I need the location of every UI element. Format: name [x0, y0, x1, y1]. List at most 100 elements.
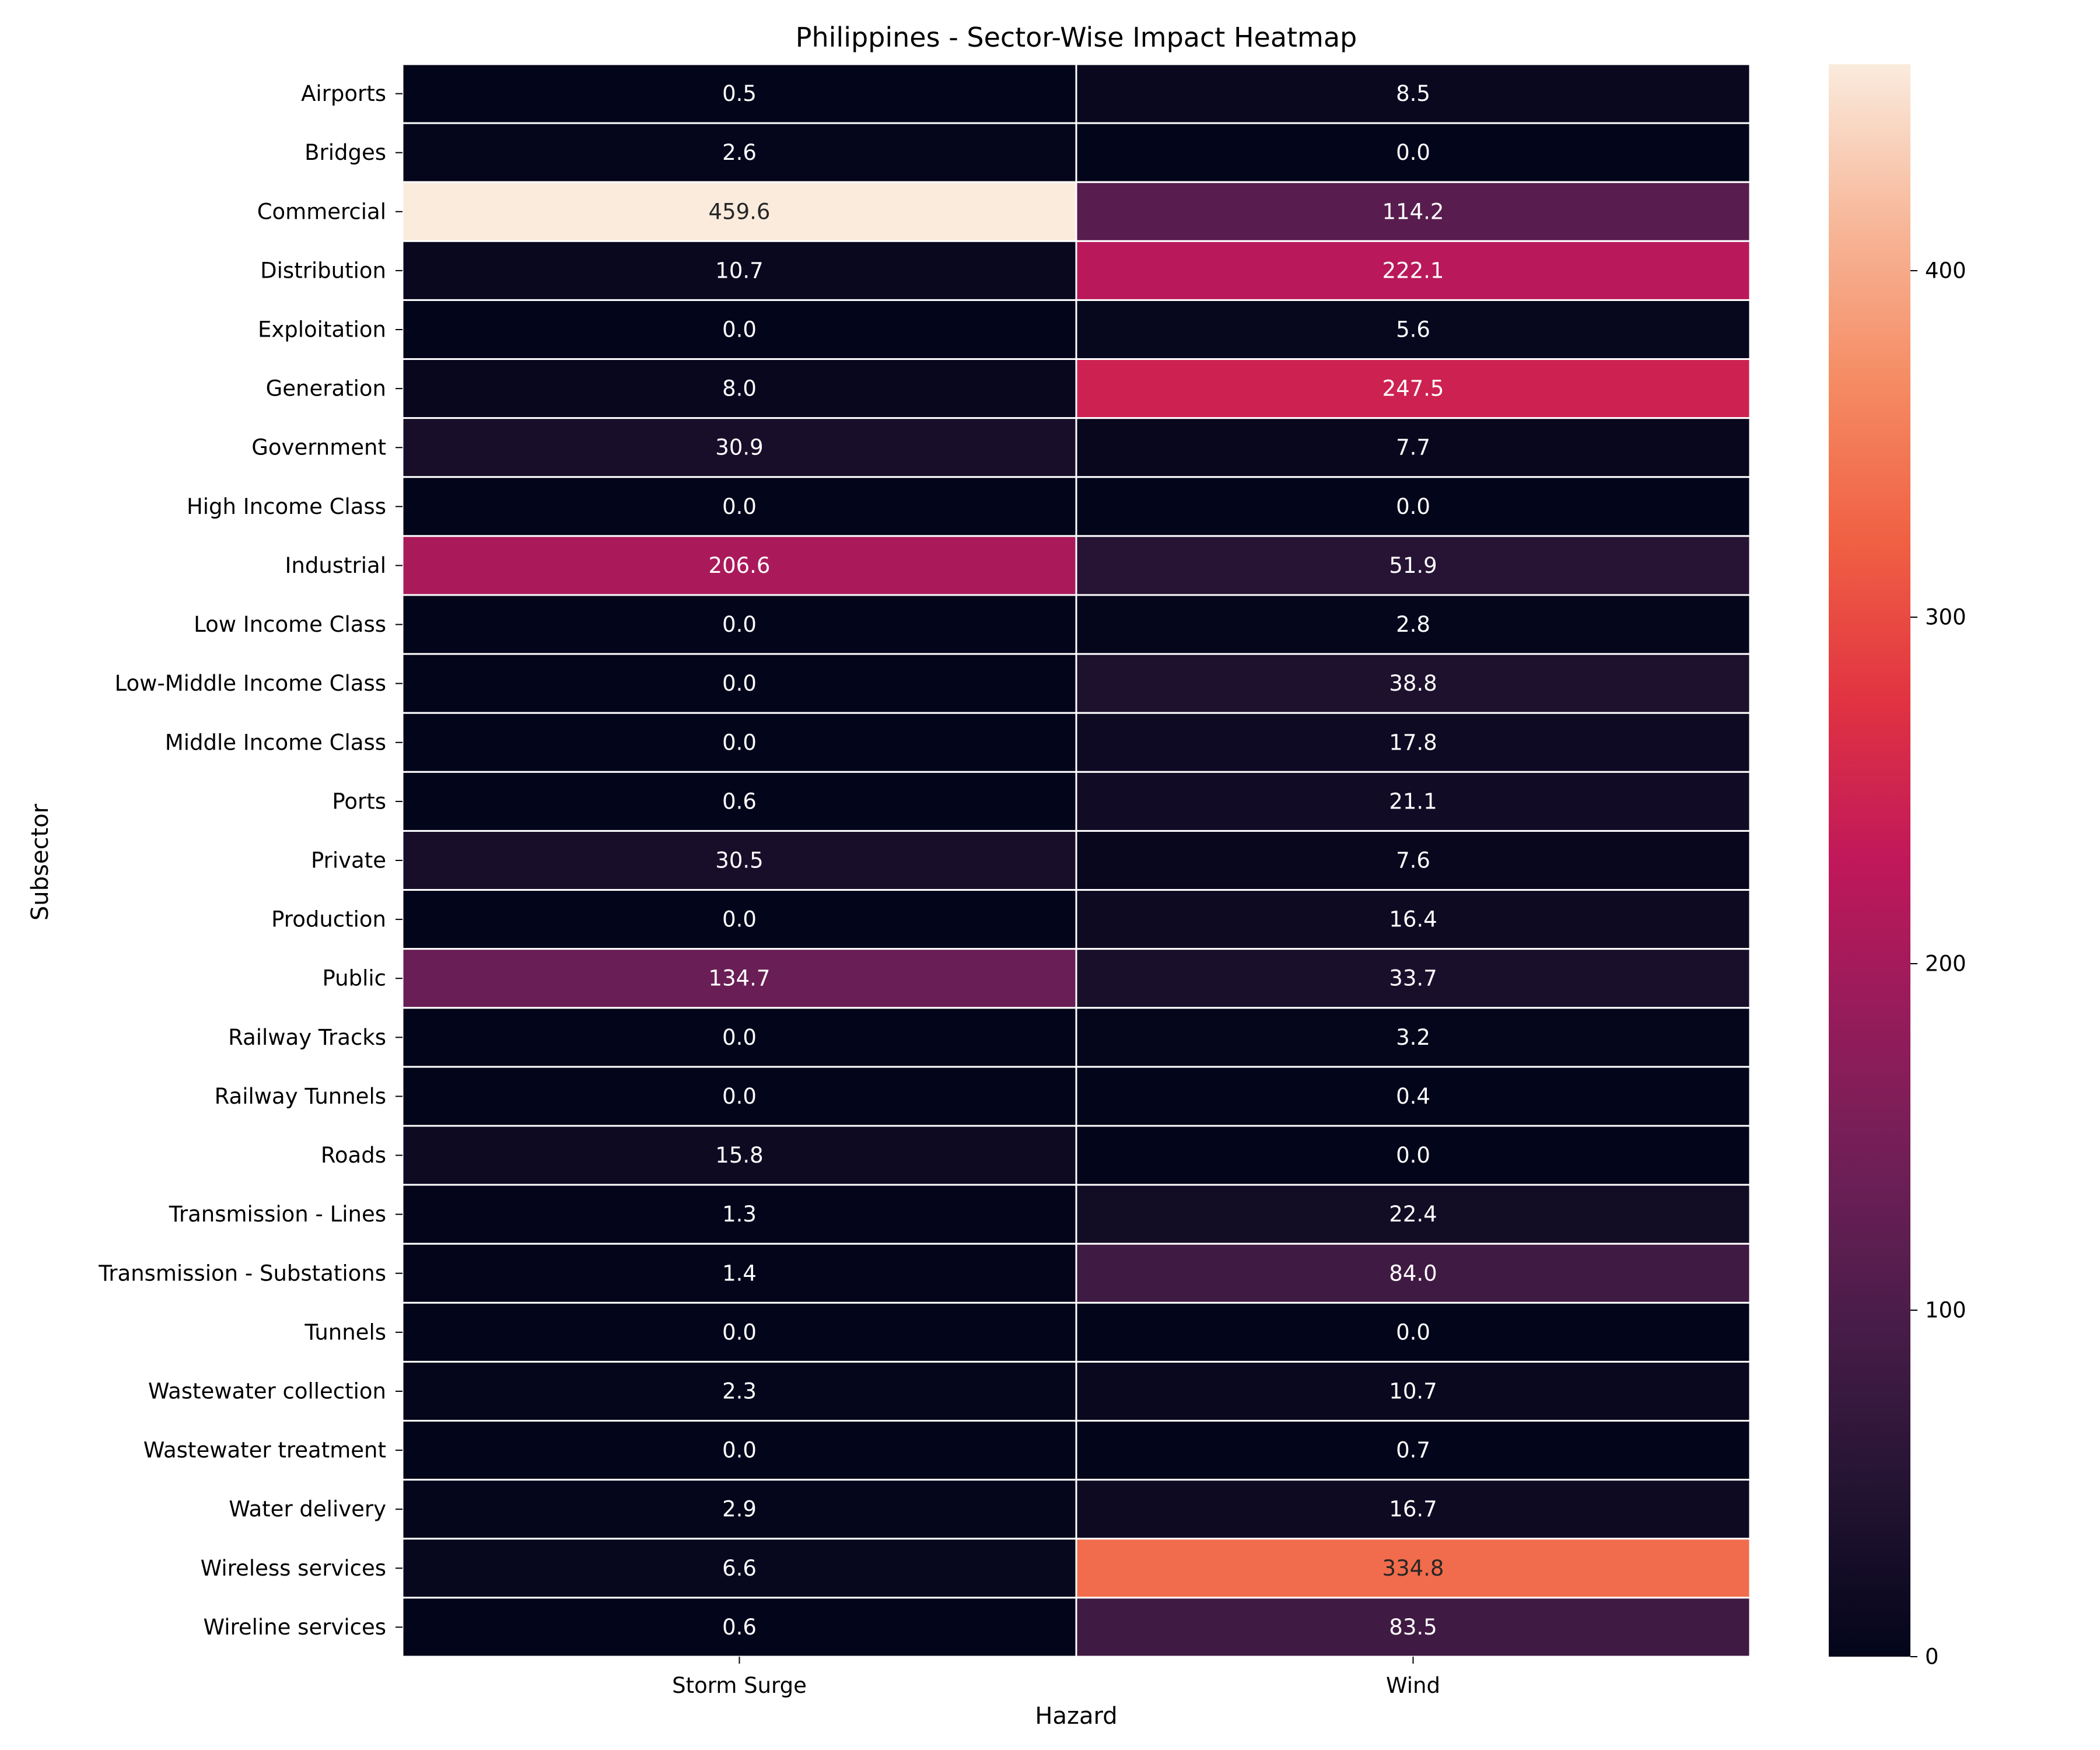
cell-value-label: 206.6	[709, 553, 771, 578]
cell-value-label: 30.5	[715, 848, 763, 873]
cell-value-label: 0.7	[1396, 1438, 1430, 1463]
colorbar-tick-label: 100	[1925, 1298, 1966, 1323]
cell-value-label: 0.6	[722, 789, 757, 814]
cell-value-label: 30.9	[715, 435, 763, 460]
cell-value-label: 51.9	[1389, 553, 1437, 578]
cell-value-label: 3.2	[1396, 1025, 1430, 1050]
cell-value-label: 114.2	[1382, 199, 1444, 224]
cell-value-label: 7.6	[1396, 848, 1430, 873]
heatmap-cells	[401, 63, 1751, 1658]
colorbar-tick-label: 0	[1925, 1644, 1939, 1670]
heatmap-cell-generation-wind	[1075, 358, 1751, 419]
cell-value-label: 7.7	[1396, 435, 1430, 460]
y-axis-ticks: Airports Bridges Commercial Distribution Exp…	[98, 81, 402, 1640]
x-tick-label: Wind	[1386, 1673, 1440, 1698]
heatmap-cell-ports-storm-surge	[401, 771, 1077, 832]
heatmap-cell-production-wind	[1075, 889, 1751, 950]
heatmap-cell-middle-income-class-wind	[1075, 712, 1751, 773]
heatmap-cell-production-storm-surge	[401, 889, 1077, 950]
heatmap-cell-private-wind	[1075, 830, 1751, 891]
cell-value-label: 0.6	[722, 1615, 757, 1640]
heatmap-cell-railway-tunnels-wind	[1075, 1066, 1751, 1127]
y-tick-label: Low Income Class	[194, 612, 386, 637]
heatmap-cell-private-storm-surge	[401, 830, 1077, 891]
heatmap-cell-tunnels-wind	[1075, 1301, 1751, 1363]
cell-value-label: 16.4	[1389, 907, 1437, 932]
heatmap-cell-low-income-class-wind	[1075, 594, 1751, 655]
cell-value-label: 84.0	[1389, 1261, 1437, 1286]
x-tick-label: Storm Surge	[672, 1673, 807, 1698]
cell-value-label: 33.7	[1389, 966, 1437, 991]
cell-value-label: 1.4	[722, 1261, 757, 1286]
heatmap-cell-airports-wind	[1075, 63, 1751, 124]
cell-value-label: 8.0	[722, 376, 757, 401]
cell-value-label: 1.3	[722, 1202, 757, 1227]
heatmap-cell-bridges-wind	[1075, 122, 1751, 183]
y-tick-label: Generation	[266, 376, 386, 401]
cell-value-label: 0.0	[722, 612, 757, 637]
heatmap-cell-ports-wind	[1075, 771, 1751, 832]
heatmap-cell-wireless-services-wind	[1075, 1538, 1751, 1599]
cell-value-label: 0.5	[722, 81, 757, 106]
cell-value-label: 0.0	[722, 730, 757, 755]
heatmap-cell-wastewater-treatment-wind	[1075, 1420, 1751, 1481]
y-axis-label: Subsector	[27, 803, 54, 921]
cell-value-label: 459.6	[709, 199, 771, 224]
y-tick-label: Government	[251, 435, 386, 460]
heatmap-cell-exploitation-wind	[1075, 299, 1751, 360]
y-tick-label: Wireline services	[203, 1615, 386, 1640]
colorbar-ticks: 0 100 200 300 400	[1910, 258, 1966, 1670]
cell-value-label: 2.9	[722, 1497, 757, 1522]
x-axis-label: Hazard	[1035, 1703, 1117, 1730]
cell-value-label: 8.5	[1396, 81, 1430, 106]
cell-value-label: 5.6	[1396, 317, 1430, 342]
y-tick-label: Bridges	[304, 140, 386, 165]
cell-value-label: 10.7	[1389, 1379, 1437, 1404]
heatmap-cell-bridges-storm-surge	[401, 122, 1077, 183]
cell-value-label: 0.0	[1396, 1320, 1430, 1345]
cell-value-label: 0.0	[722, 1320, 757, 1345]
heatmap-cell-high-income-class-wind	[1075, 476, 1751, 537]
y-tick-label: Production	[271, 907, 386, 932]
y-tick-label: Distribution	[260, 258, 386, 283]
heatmap-cell-government-wind	[1075, 417, 1751, 478]
heatmap-cell-low-income-class-storm-surge	[401, 594, 1077, 655]
cell-value-label: 83.5	[1389, 1615, 1437, 1640]
y-tick-label: Transmission - Substations	[98, 1261, 386, 1286]
cell-value-label: 0.0	[722, 317, 757, 342]
y-tick-label: Public	[322, 966, 386, 991]
y-tick-label: Middle Income Class	[165, 730, 386, 755]
y-tick-label: Wireless services	[201, 1556, 386, 1581]
y-tick-label: Railway Tracks	[228, 1025, 386, 1050]
cell-value-label: 0.0	[722, 494, 757, 519]
y-tick-label: Industrial	[285, 553, 386, 578]
cell-value-label: 247.5	[1382, 376, 1444, 401]
cell-value-label: 0.0	[722, 1084, 757, 1109]
heatmap-cell-industrial-wind	[1075, 535, 1751, 596]
heatmap-cell-wireline-services-wind	[1075, 1597, 1751, 1658]
heatmap-cell-wireless-services-storm-surge	[401, 1538, 1077, 1599]
heatmap-cell-low-middle-income-class-wind	[1075, 653, 1751, 714]
y-tick-label: High Income Class	[187, 494, 386, 519]
cell-value-label: 10.7	[715, 258, 763, 283]
colorbar	[1829, 64, 1910, 1657]
heatmap-cell-public-storm-surge	[401, 948, 1077, 1009]
cell-value-label: 22.4	[1389, 1202, 1437, 1227]
heatmap-cell-transmission-substations-wind	[1075, 1242, 1751, 1304]
heatmap-cell-middle-income-class-storm-surge	[401, 712, 1077, 773]
y-tick-label: Low-Middle Income Class	[115, 671, 386, 696]
cell-value-label: 6.6	[722, 1556, 757, 1581]
cell-value-label: 21.1	[1389, 789, 1437, 814]
colorbar-tick-label: 200	[1925, 951, 1966, 977]
heatmap-cell-low-middle-income-class-storm-surge	[401, 653, 1077, 714]
cell-value-label: 0.0	[722, 1438, 757, 1463]
colorbar-tick-label: 400	[1925, 258, 1966, 284]
cell-value-label: 0.0	[1396, 140, 1430, 165]
y-tick-label: Railway Tunnels	[215, 1084, 386, 1109]
heatmap-cell-water-delivery-storm-surge	[401, 1479, 1077, 1540]
cell-value-label: 16.7	[1389, 1497, 1437, 1522]
heatmap-cell-commercial-wind	[1075, 181, 1751, 242]
cell-value-label: 0.0	[722, 1025, 757, 1050]
cell-value-label: 2.3	[722, 1379, 757, 1404]
